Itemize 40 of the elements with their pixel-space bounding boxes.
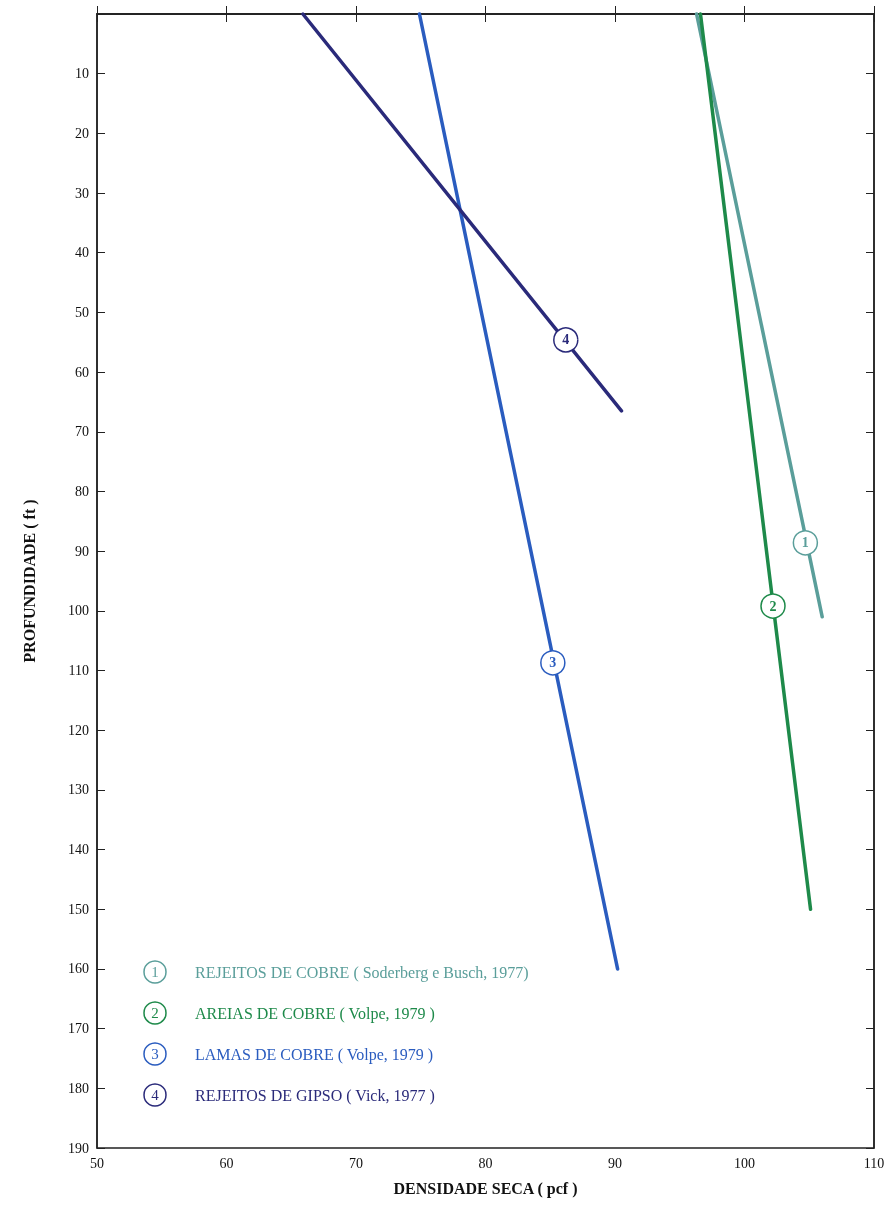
y-tick-label: 50	[75, 304, 89, 320]
x-tick-label: 110	[863, 1155, 885, 1171]
legend-label: LAMAS DE COBRE ( Volpe, 1979 )	[195, 1045, 434, 1064]
x-tick-label: 50	[90, 1155, 104, 1171]
y-tick-label: 20	[75, 125, 89, 141]
y-axis-title: PROFUNDIDADE ( ft )	[20, 499, 39, 663]
legend-label: REJEITOS DE GIPSO ( Vick, 1977 )	[195, 1086, 435, 1105]
legend-label: REJEITOS DE COBRE ( Soderberg e Busch, 1977)	[195, 963, 529, 982]
y-tick-label: 120	[68, 722, 89, 738]
text: 4	[151, 1087, 159, 1103]
y-tick-label: 140	[68, 842, 89, 858]
x-tick-label: 60	[219, 1155, 234, 1171]
text: 1	[151, 964, 159, 980]
y-tick-label: 130	[68, 782, 89, 798]
annotation: 4	[562, 332, 570, 348]
x-tick-label: 70	[349, 1155, 363, 1171]
text: 2	[151, 1005, 159, 1021]
y-tick-label: 10	[75, 66, 89, 82]
text: 3	[151, 1046, 159, 1062]
y-tick-label: 30	[75, 185, 89, 201]
annotation: 1	[801, 535, 809, 551]
y-tick-label: 90	[75, 543, 89, 559]
y-tick-label: 150	[68, 901, 89, 917]
y-tick-label: 100	[68, 603, 89, 619]
x-tick-label: 90	[608, 1155, 622, 1171]
y-tick-label: 110	[68, 663, 89, 679]
annotation: 3	[549, 655, 557, 671]
y-tick-label: 180	[68, 1080, 89, 1096]
annotation: 2	[769, 598, 777, 614]
x-tick-label: 80	[478, 1155, 493, 1171]
x-axis-title: DENSIDADE SECA ( pcf )	[393, 1179, 578, 1198]
y-tick-label: 80	[75, 483, 89, 499]
y-tick-label: 70	[75, 424, 89, 440]
y-tick-label: 40	[75, 245, 89, 261]
legend-label: AREIAS DE COBRE ( Volpe, 1979 )	[195, 1004, 435, 1023]
y-tick-label: 170	[68, 1021, 89, 1037]
y-tick-label: 190	[68, 1140, 89, 1156]
x-tick-label: 100	[734, 1155, 755, 1171]
y-tick-label: 160	[68, 961, 89, 977]
y-tick-label: 60	[75, 364, 89, 380]
